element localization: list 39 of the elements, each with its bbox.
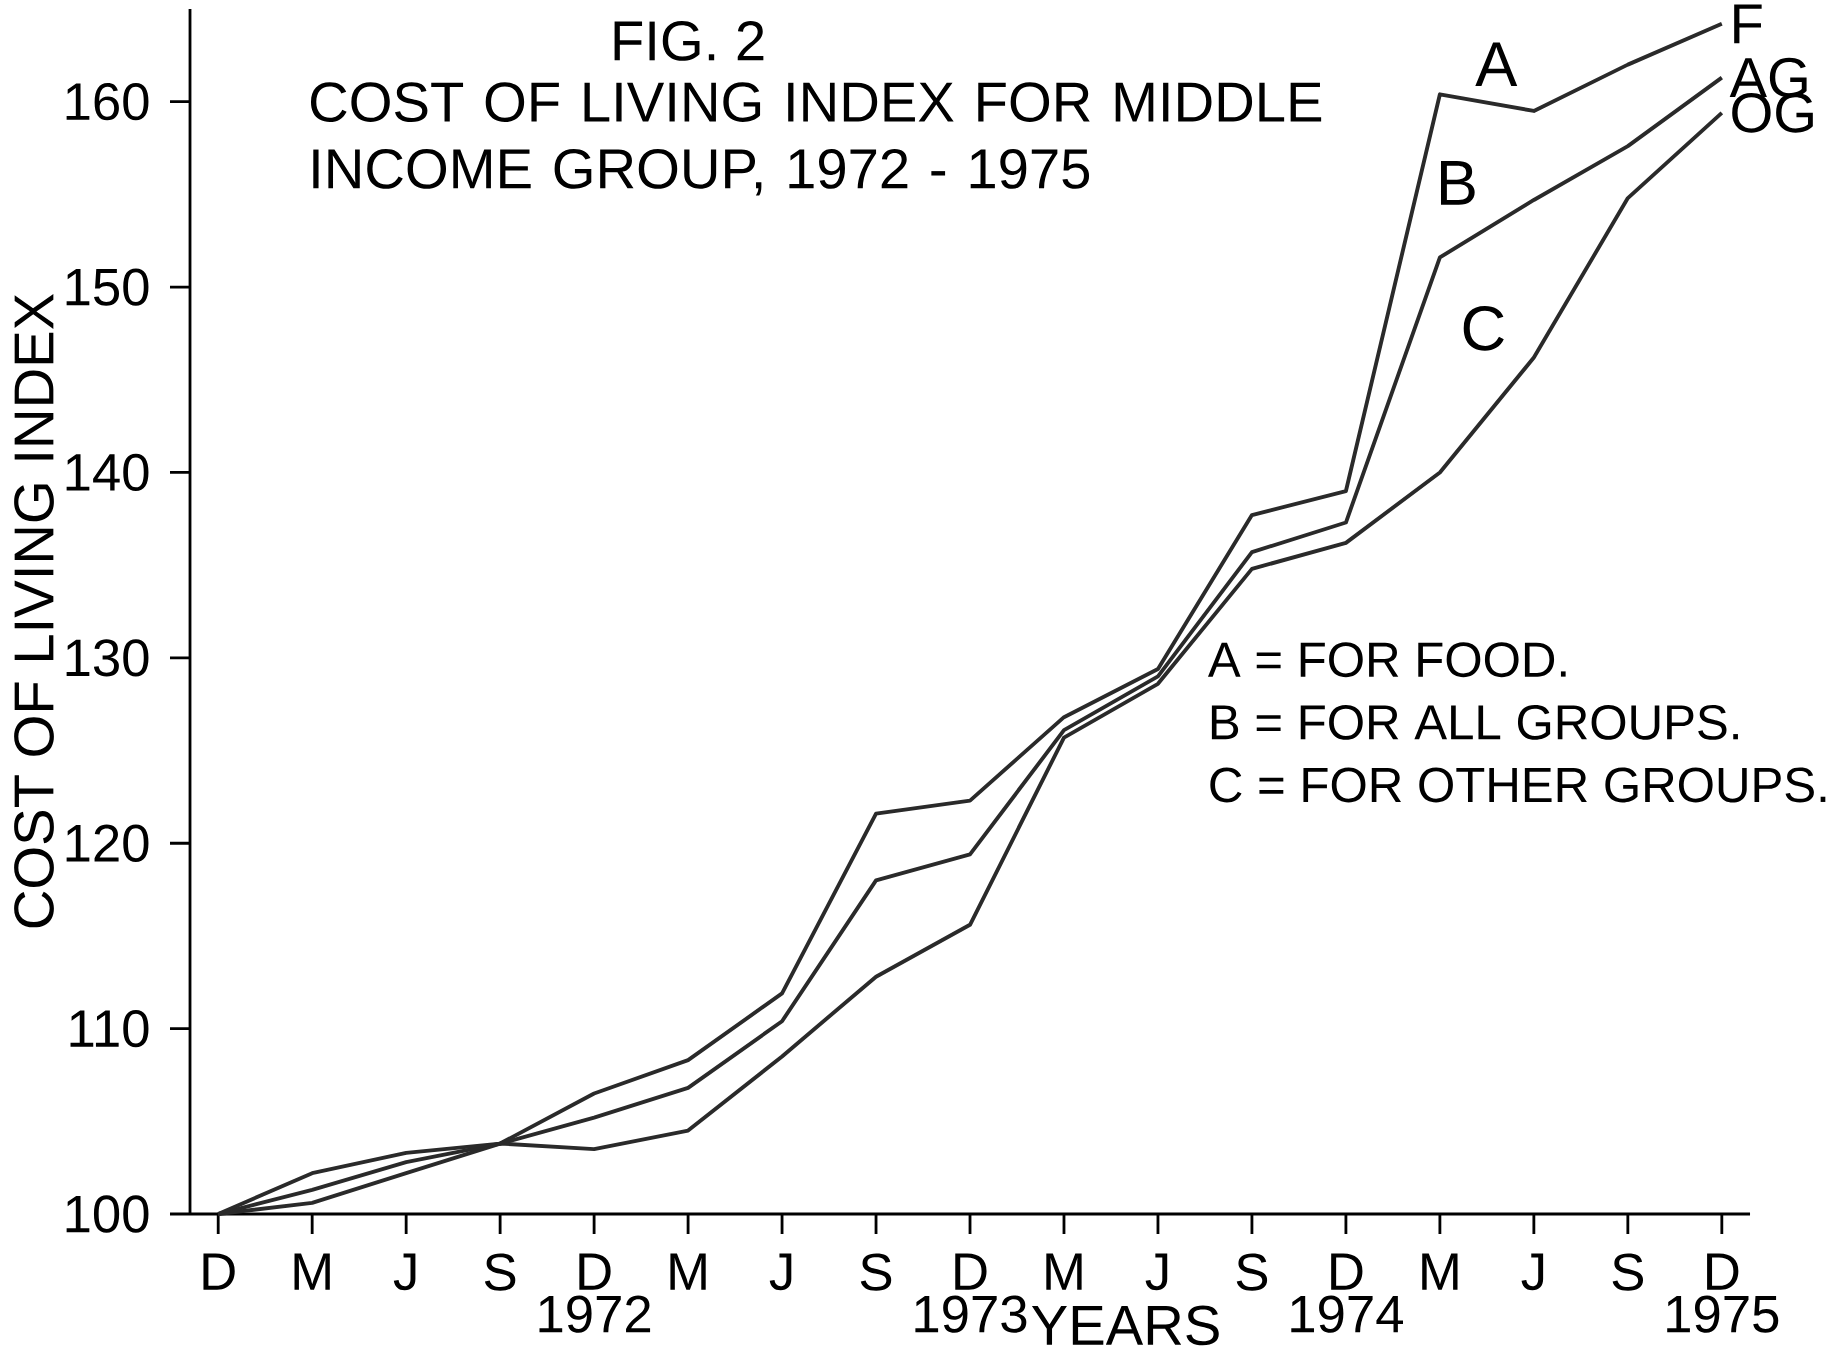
x-tick-label: M xyxy=(1422,1253,1458,1290)
x-tick-label: M xyxy=(670,1253,706,1290)
x-tick-label: J xyxy=(1521,1253,1544,1291)
x-tick-label: D xyxy=(579,1253,611,1290)
y-tick-label: 100 xyxy=(66,1195,149,1233)
x-tick-label: D xyxy=(203,1253,235,1290)
x-tick-label: D xyxy=(955,1253,987,1290)
y-tick-label: 120 xyxy=(66,824,149,862)
y-tick-label: 150 xyxy=(66,268,149,306)
x-tick-label: J xyxy=(769,1253,792,1291)
series-label: C xyxy=(1463,305,1504,351)
annotation: C = FOR OTHER GROUPS. xyxy=(1210,767,1826,803)
x-tick-label: S xyxy=(484,1253,516,1291)
text: 1972 xyxy=(539,1295,651,1333)
y-tick-label: 130 xyxy=(66,639,149,677)
x-tick-label: M xyxy=(1046,1253,1082,1290)
text: 1975 xyxy=(1667,1295,1779,1333)
series-label: A xyxy=(1475,42,1518,87)
series-label: B xyxy=(1440,161,1475,205)
x-tick-label: M xyxy=(294,1253,330,1290)
annotation: B = FOR ALL GROUPS. xyxy=(1211,704,1738,740)
x-tick-label: S xyxy=(860,1253,892,1291)
x-tick-label: S xyxy=(1612,1253,1644,1291)
y-tick-label: 140 xyxy=(66,453,149,492)
text: 1973 xyxy=(915,1295,1027,1333)
y-tick-label: 110 xyxy=(70,1009,149,1048)
x-tick-label: D xyxy=(1331,1253,1363,1290)
x-axis-title: YEARS xyxy=(1031,1305,1219,1346)
annotation: F xyxy=(1734,4,1762,44)
x-tick-label: J xyxy=(393,1253,416,1291)
y-tick-label: 160 xyxy=(66,83,149,121)
x-tick-label: S xyxy=(1236,1253,1268,1291)
text: 1974 xyxy=(1291,1295,1403,1333)
annotation: A = FOR FOOD. xyxy=(1207,642,1566,678)
chart-title: FIG. 2 xyxy=(614,21,764,61)
x-tick-label: J xyxy=(1145,1253,1168,1291)
text: COST OF LIVING INDEX FOR MIDDLE INCOME GROUP, 1972 - 1975 xyxy=(310,82,1322,196)
y-axis-title: COST OF LIVING INDEX xyxy=(14,293,54,928)
x-tick-label: D xyxy=(1707,1253,1739,1290)
